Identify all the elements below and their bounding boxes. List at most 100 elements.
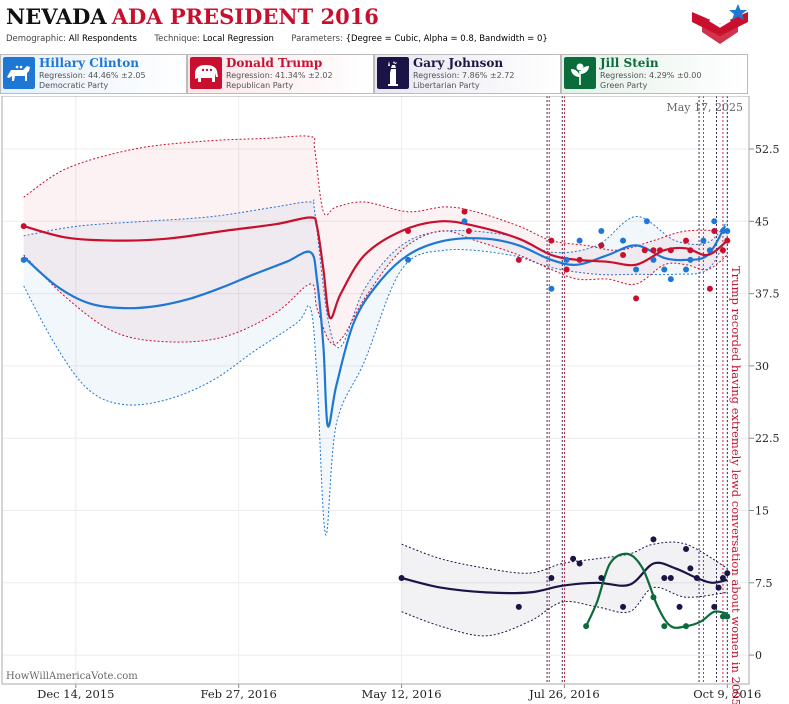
poll-point (548, 285, 555, 292)
confidence-band (23, 199, 728, 536)
candidate-party: Green Party (600, 81, 648, 90)
poll-point (683, 237, 690, 244)
x-tick-label: Dec 14, 2015 (37, 687, 114, 701)
poll-point (706, 285, 713, 292)
poll-point (715, 584, 722, 591)
poll-point (667, 574, 674, 581)
poll-point (693, 574, 700, 581)
band-lower (401, 586, 728, 637)
poll-point (576, 560, 583, 567)
poll-point (570, 555, 577, 562)
y-tick-label: 30 (755, 360, 769, 373)
trend-line (585, 552, 728, 629)
legend-card-johnson[interactable]: Gary Johnson Regression: 7.86% ±2.72 Lib… (374, 54, 561, 94)
y-tick-label: 15 (755, 504, 769, 517)
event-annotation: Trump recorded having extremely lewd con… (729, 266, 743, 704)
confidence-bands (23, 135, 728, 637)
x-tick-label: May 12, 2016 (362, 687, 442, 701)
legend-card-clinton[interactable]: Hillary Clinton Regression: 44.46% ±2.05… (0, 54, 187, 94)
poll-point (724, 227, 731, 234)
candidate-name: Donald Trump (226, 56, 323, 70)
poll-point (20, 223, 27, 230)
donkey-icon (3, 57, 35, 89)
poll-point (643, 218, 650, 225)
chart-date-label: May 17, 2025 (666, 101, 743, 114)
poll-point (620, 603, 627, 610)
trend-line (22, 225, 727, 428)
chart: 0 7.5 15 22.5 30 37.5 45 52.5 Dec 14, 2015 Feb 27… (0, 96, 789, 704)
demographic-label: Demographic: (6, 34, 67, 44)
poll-point (461, 218, 468, 225)
poll-point (641, 247, 648, 254)
confidence-band (23, 135, 728, 345)
poll-point (667, 247, 674, 254)
poll-point (405, 256, 412, 263)
site-logo-icon (692, 4, 748, 44)
candidate-party: Republican Party (226, 81, 294, 90)
poll-point (724, 237, 731, 244)
poll-point (620, 252, 627, 259)
page-title: NEVADA ADA PRESIDENT 2016 (6, 4, 379, 29)
parameters-value: {Degree = Cubic, Alpha = 0.8, Bandwidth … (345, 34, 548, 44)
poll-point (515, 603, 522, 610)
poll-point (719, 227, 726, 234)
poll-point (650, 256, 657, 263)
poll-point (683, 546, 690, 553)
candidate-regression: Regression: 41.34% ±2.02 (226, 71, 333, 80)
technique-value: Local Regression (202, 34, 274, 44)
candidate-name: Gary Johnson (413, 56, 504, 70)
poll-point (656, 247, 663, 254)
poll-point (465, 227, 472, 234)
candidate-party: Libertarian Party (413, 81, 480, 90)
poll-point (548, 574, 555, 581)
poll-point (650, 536, 657, 543)
poll-point (687, 247, 694, 254)
poll-point (687, 256, 694, 263)
poll-point (633, 295, 640, 302)
poll-point (620, 237, 627, 244)
poll-point (583, 623, 590, 630)
poll-point (576, 237, 583, 244)
poll-point (405, 227, 412, 234)
poll-point (461, 208, 468, 215)
poll-point (576, 256, 583, 263)
legend-card-trump[interactable]: Donald Trump Regression: 41.34% ±2.02 Re… (187, 54, 374, 94)
poll-point (650, 594, 657, 601)
poll-point (548, 237, 555, 244)
poll-point (676, 603, 683, 610)
poll-point (719, 613, 726, 620)
candidate-name: Hillary Clinton (39, 56, 139, 70)
poll-point (661, 623, 668, 630)
candidate-regression: Regression: 44.46% ±2.05 (39, 71, 146, 80)
elephant-icon (190, 57, 222, 89)
trend-line (23, 216, 728, 320)
axes: 0 7.5 15 22.5 30 37.5 45 52.5 Dec 14, 2015 Feb 27… (1, 96, 780, 701)
poll-point (598, 227, 605, 234)
technique-label: Technique: (154, 34, 201, 44)
parameters-row: Demographic: All Respondents Technique: … (6, 34, 548, 44)
legend-card-stein[interactable]: Jill Stein Regression: 4.29% ±0.00 Green… (561, 54, 748, 94)
poll-point (700, 237, 707, 244)
title-state: NEVADA (6, 4, 107, 29)
y-tick-label: 37.5 (755, 288, 780, 301)
title-subtitle: ADA PRESIDENT 2016 (111, 4, 379, 29)
y-tick-label: 52.5 (755, 143, 780, 156)
poll-point (563, 256, 570, 263)
poll-point (719, 574, 726, 581)
candidate-regression: Regression: 4.29% ±0.00 (600, 71, 702, 80)
candidate-regression: Regression: 7.86% ±2.72 (413, 71, 515, 80)
poll-point (398, 574, 405, 581)
poll-point (515, 256, 522, 263)
confidence-band (401, 542, 728, 636)
x-tick-label: Oct 9, 2016 (693, 687, 761, 701)
y-tick-label: 22.5 (755, 432, 780, 445)
leaf-rose-icon (564, 57, 596, 89)
band-lower (23, 235, 728, 536)
poll-point (661, 266, 668, 273)
parameters-label: Parameters: (291, 34, 343, 44)
y-tick-label: 0 (755, 649, 762, 662)
poll-point (724, 613, 731, 620)
y-tick-label: 45 (755, 215, 769, 228)
band-lower (23, 230, 728, 345)
statue-of-liberty-icon (377, 57, 409, 89)
